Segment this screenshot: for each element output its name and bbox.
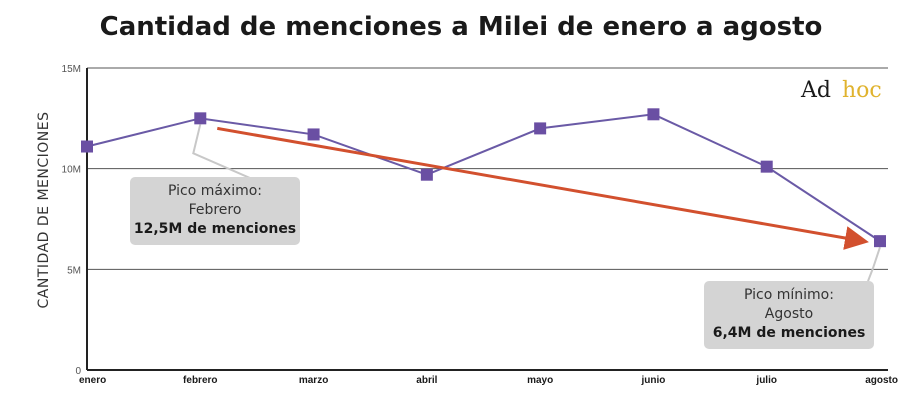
data-point-marker: [420, 168, 433, 181]
annotation-background: [704, 281, 874, 349]
y-axis-label: CANTIDAD DE MENCIONES: [36, 112, 52, 309]
annotation-connectors: [192, 124, 881, 282]
annotation-text: Febrero: [189, 202, 242, 218]
trend-arrow: [217, 126, 869, 250]
annotation-text: Agosto: [765, 306, 813, 322]
y-tick-label: 10M: [62, 165, 81, 176]
x-tick-label: mayo: [527, 375, 553, 386]
y-tick-label: 5M: [67, 265, 81, 276]
data-point-marker: [760, 160, 773, 173]
data-point-marker: [874, 235, 886, 248]
data-point-marker: [194, 112, 207, 125]
annotation-box: Pico mínimo: Agosto 6,4M de menciones: [704, 281, 874, 349]
x-tick-label: enero: [79, 375, 106, 386]
chart-title: Cantidad de menciones a Milei de enero a…: [99, 12, 823, 42]
y-axis-ticks: 0 5M 10M 15M: [62, 64, 82, 377]
x-axis-ticks: enero febrero marzo abril mayo junio julio agos…: [79, 375, 898, 386]
logo-part-hoc: hoc: [842, 78, 882, 103]
x-tick-label: julio: [755, 375, 777, 386]
x-tick-label: marzo: [299, 375, 328, 386]
data-point-marker: [647, 108, 660, 121]
adhoc-logo: Ad hoc: [800, 78, 882, 103]
data-point-marker: [534, 122, 547, 135]
annotation-connector: [192, 124, 256, 182]
annotation-text: Pico máximo:: [168, 183, 262, 199]
data-point-marker: [81, 140, 93, 153]
annotation-value: 12,5M de menciones: [134, 221, 296, 237]
x-tick-label: abril: [416, 375, 437, 386]
gridlines: [87, 67, 888, 270]
data-point-marker: [307, 128, 320, 141]
annotation-box: Pico máximo: Febrero 12,5M de menciones: [130, 177, 300, 245]
series-line: [86, 113, 881, 242]
x-tick-label: agosto: [865, 375, 898, 386]
annotation-text: Pico mínimo:: [744, 287, 834, 303]
annotation-background: [130, 177, 300, 245]
logo-part-ad: Ad: [800, 78, 831, 103]
data-markers: [81, 108, 886, 248]
annotation-value: 6,4M de menciones: [713, 325, 866, 341]
annotation-connector: [867, 246, 881, 282]
x-tick-label: junio: [640, 375, 665, 386]
x-tick-label: febrero: [183, 375, 217, 386]
y-tick-label: 15M: [62, 64, 81, 75]
y-tick-label: 0: [75, 366, 81, 377]
